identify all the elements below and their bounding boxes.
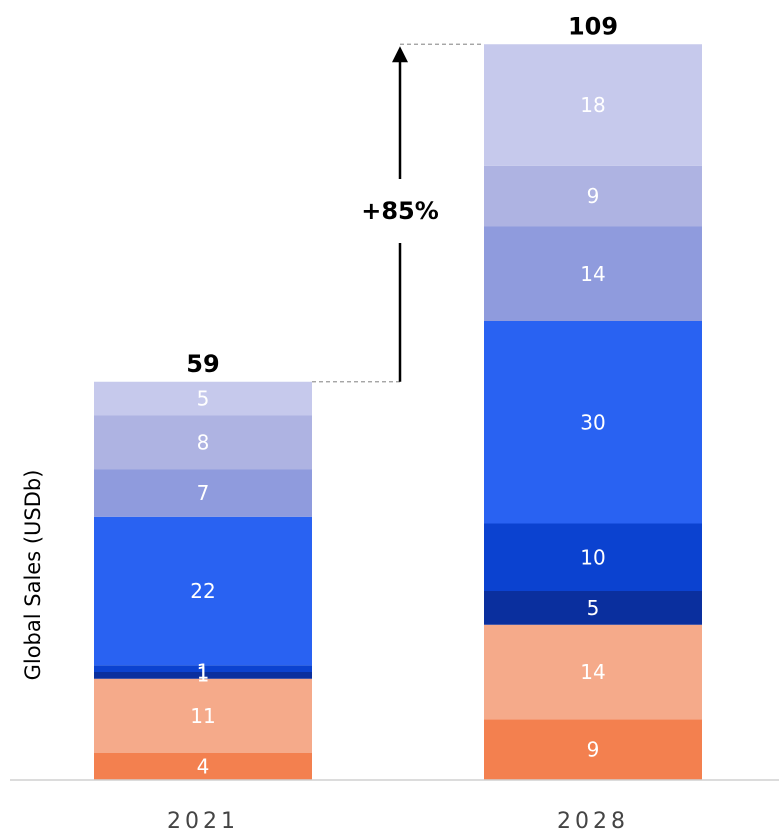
x-tick-label: 2021 <box>167 809 239 834</box>
segment-value-label: 18 <box>580 93 605 117</box>
x-tick-label: 2028 <box>557 809 629 834</box>
segment-value-label: 4 <box>197 755 210 779</box>
bar-segment-2028-0 <box>484 719 702 780</box>
segment-value-label: 1 <box>197 663 210 687</box>
bar-segment-2021-6 <box>94 415 312 470</box>
bar-total-label: 59 <box>186 350 219 378</box>
bars-group <box>94 44 702 780</box>
segment-value-label: 30 <box>580 410 605 434</box>
bar-segment-2021-0 <box>94 753 312 780</box>
bar-total-label: 109 <box>568 12 618 40</box>
bar-segment-2028-7 <box>484 44 702 166</box>
bar-segment-2028-3 <box>484 523 702 591</box>
bar-segment-2021-2 <box>94 672 312 679</box>
segment-value-label: 1 <box>197 659 210 683</box>
growth-arrow-head <box>392 46 408 63</box>
segment-value-label: 9 <box>587 738 600 762</box>
bar-segment-2028-1 <box>484 624 702 720</box>
y-axis-title: Global Sales (USDb) <box>21 470 45 681</box>
x-tick-labels-group: 2021 2028 <box>167 809 629 834</box>
segment-value-label: 8 <box>197 431 210 455</box>
bar-segment-2021-1 <box>94 678 312 753</box>
segment-value-label: 9 <box>587 184 600 208</box>
bar-segment-2028-5 <box>484 226 702 321</box>
segment-value-label: 11 <box>190 704 215 728</box>
growth-annotation: +85% <box>312 43 484 383</box>
total-labels-group: 59 109 <box>186 12 618 378</box>
bar-segment-2028-4 <box>484 321 702 524</box>
bar-segment-2028-6 <box>484 165 702 227</box>
segment-value-label: 14 <box>580 262 605 286</box>
segment-value-label: 10 <box>580 545 605 569</box>
growth-label: +85% <box>361 197 439 225</box>
segment-value-label: 14 <box>580 660 605 684</box>
bar-segment-2021-3 <box>94 665 312 672</box>
segment-value-label: 5 <box>587 596 600 620</box>
segment-value-label: 22 <box>190 579 215 603</box>
bar-segment-2028-2 <box>484 591 702 625</box>
segment-value-label: 7 <box>197 481 210 505</box>
bar-segment-2021-5 <box>94 469 312 517</box>
segment-value-label: 5 <box>197 387 210 411</box>
bar-segment-2021-4 <box>94 516 312 666</box>
bar-segment-2021-7 <box>94 381 312 416</box>
